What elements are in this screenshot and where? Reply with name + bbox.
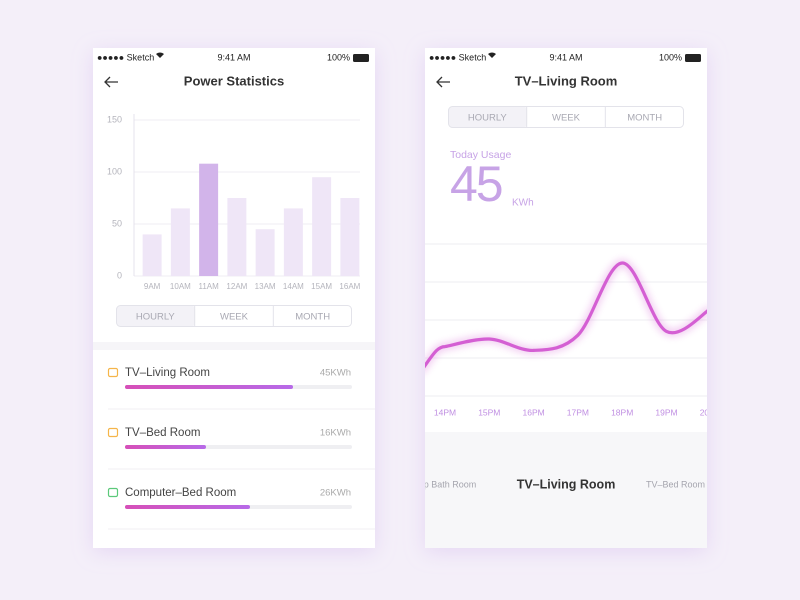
y-tick-label: 150 bbox=[107, 114, 122, 124]
progress-fill bbox=[125, 505, 250, 509]
time: 9:41 AM bbox=[549, 52, 582, 62]
progress-fill bbox=[125, 445, 206, 449]
section-separator bbox=[93, 342, 375, 350]
room-option[interactable]: TV–Living Room bbox=[517, 477, 616, 491]
battery: 100% bbox=[659, 52, 682, 62]
x-tick-label: 10AM bbox=[170, 282, 191, 291]
time: 9:41 AM bbox=[217, 52, 250, 62]
x-tick-label: 9AM bbox=[144, 282, 161, 291]
bar bbox=[227, 198, 247, 276]
x-tick-label: 18PM bbox=[611, 407, 633, 417]
x-tick-label: 14PM bbox=[434, 407, 456, 417]
y-tick-label: 0 bbox=[117, 270, 122, 280]
bar bbox=[142, 234, 162, 276]
x-tick-label: 15PM bbox=[478, 407, 500, 417]
usage-label: Today Usage bbox=[450, 149, 511, 161]
tab-frame bbox=[448, 106, 684, 128]
carrier: ●●●●● Sketch bbox=[97, 52, 154, 62]
usage-unit: KWh bbox=[512, 198, 534, 209]
battery-icon bbox=[353, 54, 369, 62]
usage-value: 45 bbox=[450, 156, 502, 212]
y-tick-label: 50 bbox=[112, 218, 122, 228]
wifi-icon bbox=[488, 52, 496, 58]
x-tick-label: 20PM bbox=[700, 407, 722, 417]
device-name[interactable]: TV–Bed Room bbox=[125, 427, 200, 439]
device-icon bbox=[107, 487, 119, 498]
tab[interactable]: WEEK bbox=[220, 312, 249, 323]
back-arrow[interactable] bbox=[436, 76, 450, 88]
x-tick-label: 19PM bbox=[655, 407, 677, 417]
y-tick-label: 100 bbox=[107, 166, 122, 176]
tab-selected-bg bbox=[448, 106, 528, 128]
tab[interactable]: HOURLY bbox=[136, 312, 176, 323]
tab[interactable]: MONTH bbox=[295, 312, 330, 323]
x-tick-label: 13AM bbox=[255, 282, 276, 291]
phone-left bbox=[93, 48, 375, 548]
tab[interactable]: MONTH bbox=[627, 113, 662, 124]
tab-selected-bg bbox=[116, 305, 196, 327]
device-name[interactable]: Computer–Bed Room bbox=[125, 487, 236, 499]
x-tick-label: 11AM bbox=[198, 282, 219, 291]
device-icon bbox=[107, 427, 119, 438]
x-tick-label: 16AM bbox=[339, 282, 360, 291]
screen-title: TV–Living Room bbox=[515, 73, 618, 88]
bar bbox=[170, 208, 190, 276]
room-picker-bg bbox=[425, 432, 707, 548]
room-option[interactable]: p Bath Room bbox=[424, 479, 477, 489]
x-tick-label: 15AM bbox=[311, 282, 332, 291]
wifi-icon bbox=[156, 52, 164, 58]
device-icon bbox=[107, 367, 119, 378]
bar bbox=[340, 198, 360, 276]
line bbox=[425, 261, 707, 369]
carrier: ●●●●● Sketch bbox=[429, 52, 486, 62]
x-tick-label: 12AM bbox=[226, 282, 247, 291]
device-usage: 16KWh bbox=[320, 428, 351, 439]
device-usage: 26KWh bbox=[320, 488, 351, 499]
device-usage: 45KWh bbox=[320, 368, 351, 379]
progress-fill bbox=[125, 385, 293, 389]
tab[interactable]: HOURLY bbox=[468, 113, 508, 124]
bar bbox=[312, 177, 332, 276]
tab[interactable]: WEEK bbox=[552, 113, 581, 124]
bar bbox=[255, 229, 275, 276]
x-tick-label: 17PM bbox=[567, 407, 589, 417]
battery: 100% bbox=[327, 52, 350, 62]
screen-right: ●●●●● Sketch 9:41 AM 100% TV–Living Room HOU… bbox=[424, 52, 722, 548]
tab-frame bbox=[116, 305, 352, 327]
screen-left: ●●●●● Sketch 9:41 AM 100% Power Statistics 0… bbox=[93, 52, 375, 530]
battery-icon bbox=[685, 54, 701, 62]
room-option[interactable]: TV–Bed Room bbox=[646, 479, 705, 489]
x-tick-label: 14AM bbox=[283, 282, 304, 291]
bar bbox=[283, 208, 303, 276]
x-tick-label: 16PM bbox=[522, 407, 544, 417]
bar bbox=[199, 163, 219, 276]
screen-title: Power Statistics bbox=[184, 73, 284, 88]
back-arrow[interactable] bbox=[104, 76, 118, 88]
device-name[interactable]: TV–Living Room bbox=[125, 367, 210, 379]
